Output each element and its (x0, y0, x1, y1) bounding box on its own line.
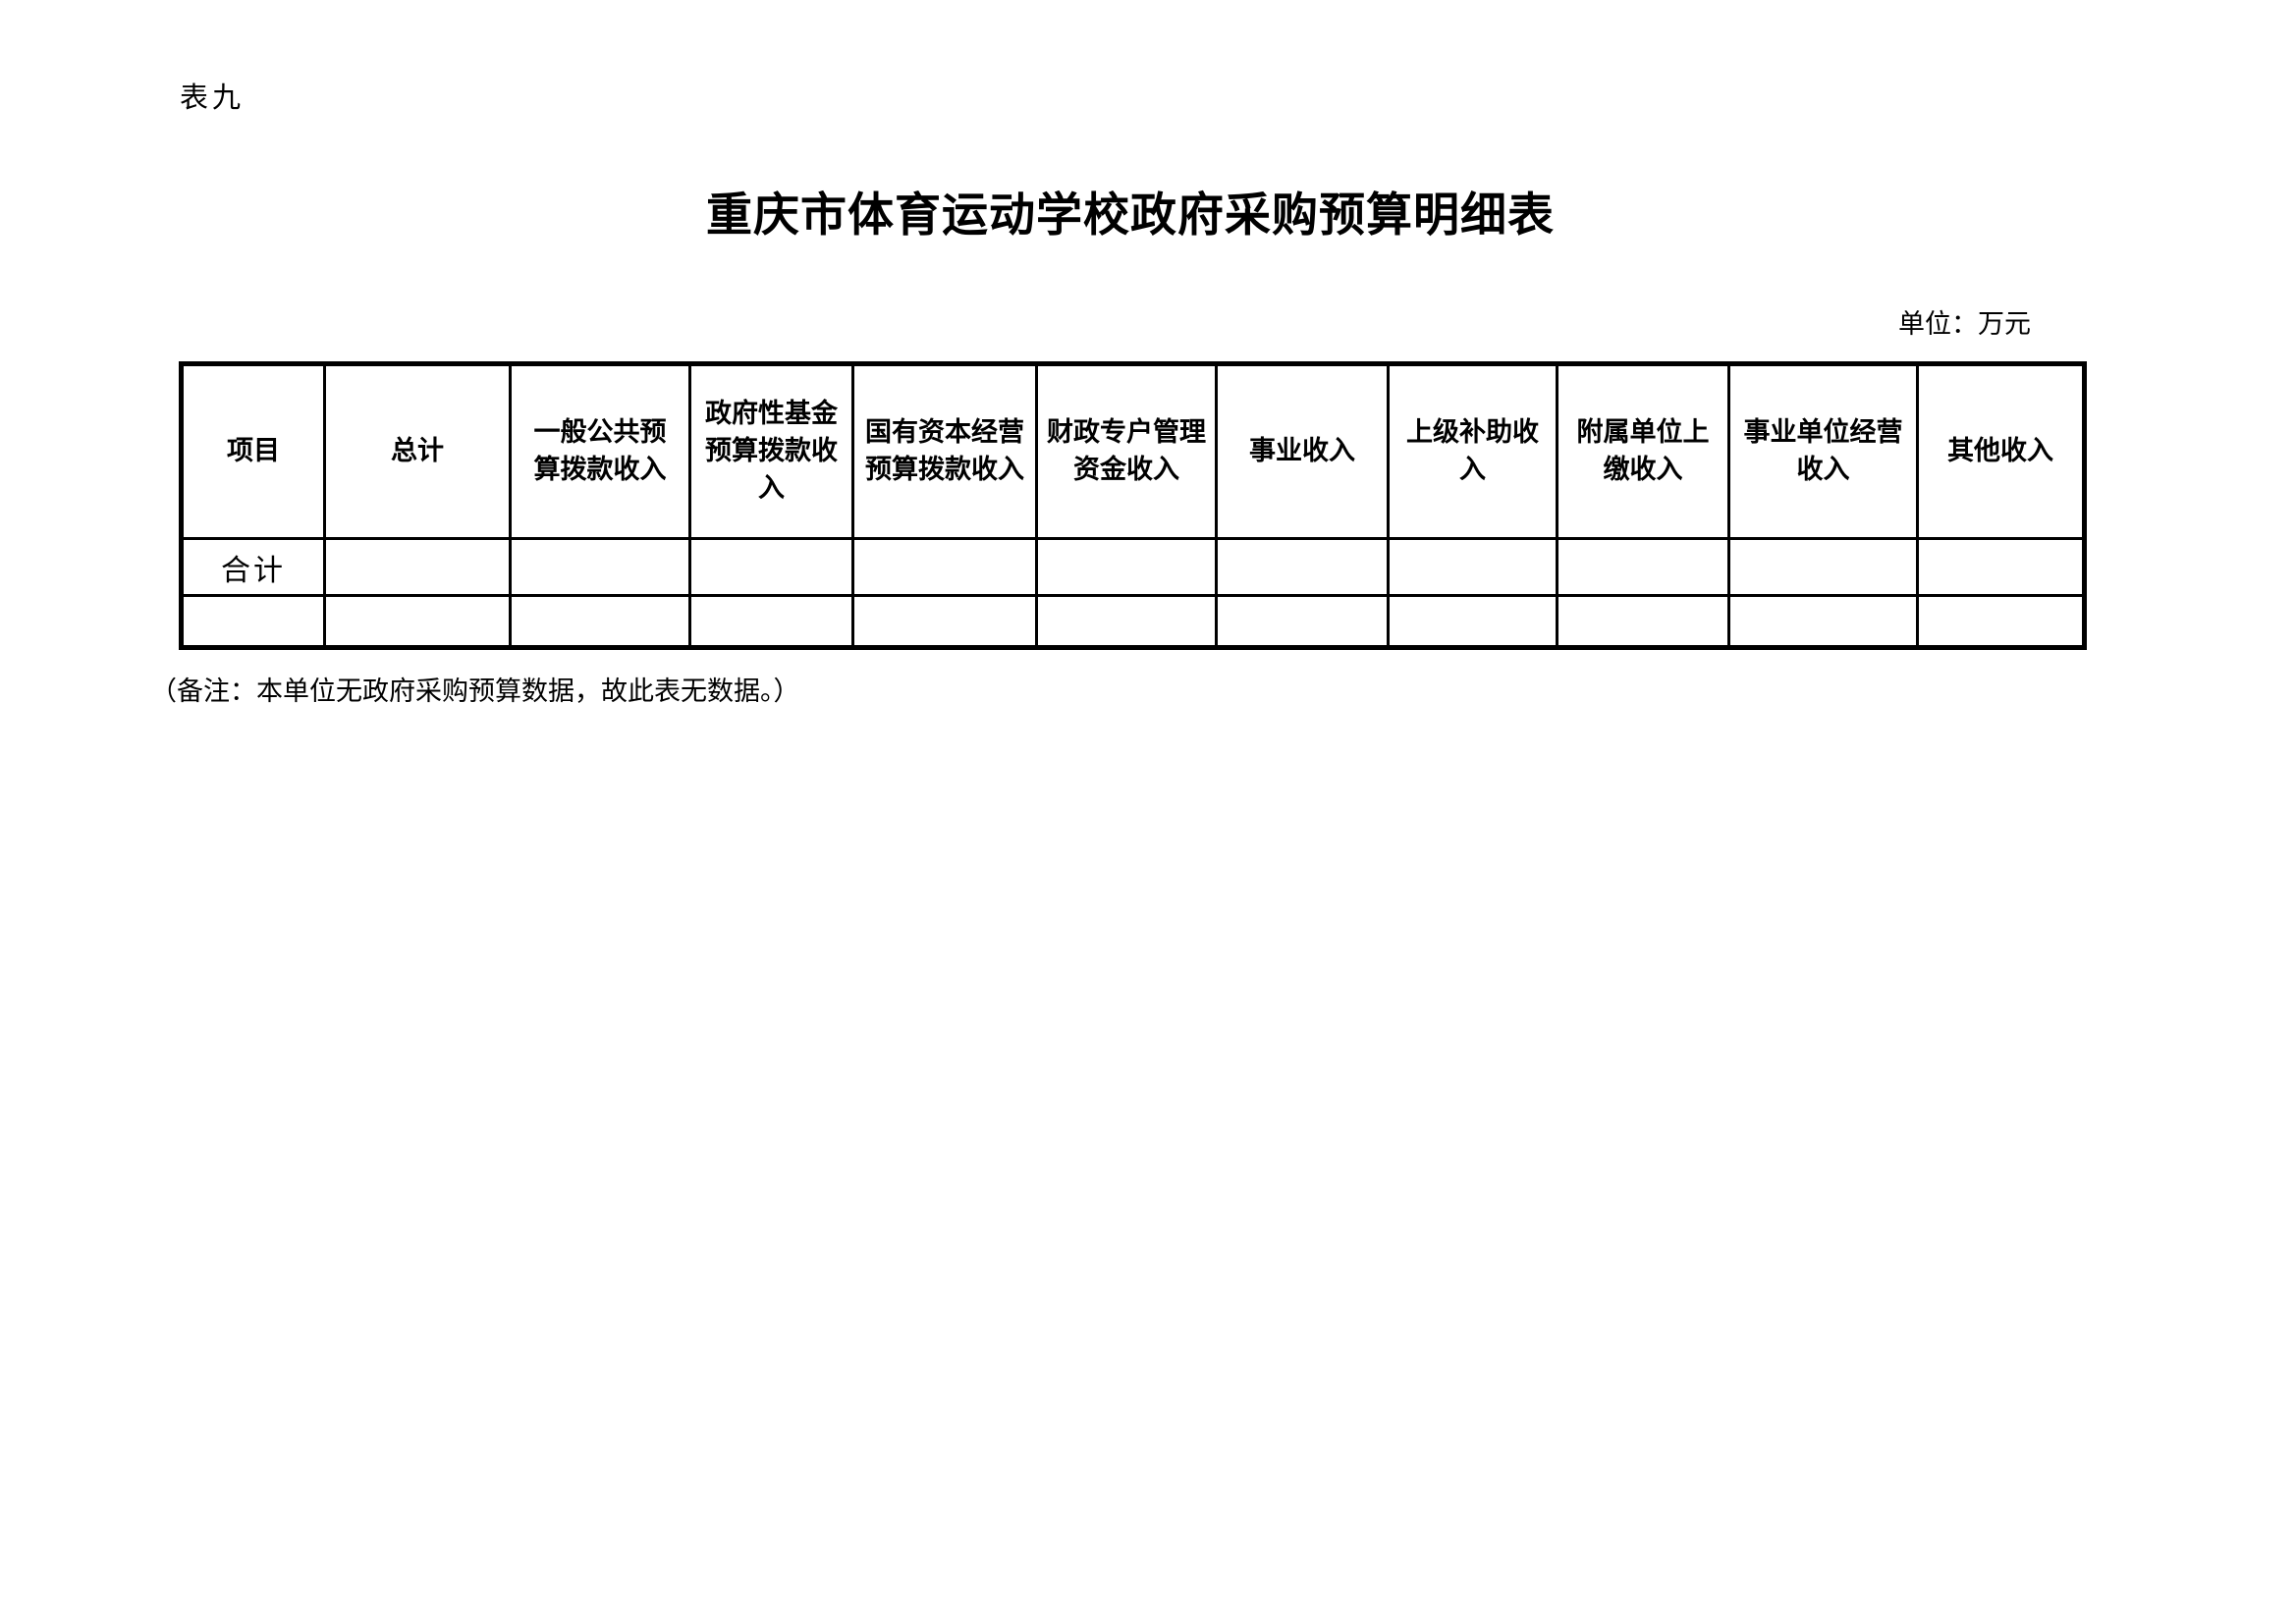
table-number-label: 表九 (180, 82, 246, 114)
table-row (180, 594, 2086, 649)
column-header: 事业收入 (1215, 362, 1390, 540)
row-label-cell (180, 594, 326, 649)
data-cell (1556, 537, 1730, 597)
data-cell (1035, 594, 1218, 649)
data-cell (509, 594, 691, 649)
data-cell (851, 594, 1038, 649)
data-cell (851, 537, 1038, 597)
procurement-budget-table: 项目 总计 一般公共预 算拨款收入 政府性基金 预算拨款收 入国有资本经营 预算拨款收… (179, 361, 2087, 650)
data-cell (688, 594, 854, 649)
data-cell (1916, 537, 2086, 597)
data-cell (1387, 594, 1558, 649)
data-cell (1727, 594, 1919, 649)
page-title: 重庆市体育运动学校政府采购预算明细表 (706, 190, 1555, 242)
data-cell (323, 537, 512, 597)
column-header: 财政专户管理 资金收入 (1035, 362, 1218, 540)
data-cell (1215, 594, 1390, 649)
data-cell (688, 537, 854, 597)
column-header: 其他收入 (1916, 362, 2086, 540)
data-cell (1035, 537, 1218, 597)
row-label-cell: 合计 (180, 537, 326, 597)
unit-label: 单位：万元 (1898, 309, 2031, 339)
footnote: （备注：本单位无政府采购预算数据，故此表无数据。） (150, 676, 800, 706)
column-header: 一般公共预 算拨款收入 (509, 362, 691, 540)
data-cell (1727, 537, 1919, 597)
data-cell (1556, 594, 1730, 649)
column-header: 事业单位经营 收入 (1727, 362, 1919, 540)
data-cell (1916, 594, 2086, 649)
column-header: 上级补助收 入 (1387, 362, 1558, 540)
table-row: 合计 (180, 537, 2086, 597)
data-cell (323, 594, 512, 649)
column-header: 国有资本经营 预算拨款收入 (851, 362, 1038, 540)
column-header: 项目 (180, 362, 326, 540)
column-header: 政府性基金 预算拨款收 入 (688, 362, 854, 540)
data-cell (509, 537, 691, 597)
data-cell (1387, 537, 1558, 597)
column-header: 附属单位上 缴收入 (1556, 362, 1730, 540)
column-header: 总计 (323, 362, 512, 540)
header-row: 项目 总计 一般公共预 算拨款收入 政府性基金 预算拨款收 入国有资本经营 预算拨款收… (180, 362, 2086, 540)
data-cell (1215, 537, 1390, 597)
